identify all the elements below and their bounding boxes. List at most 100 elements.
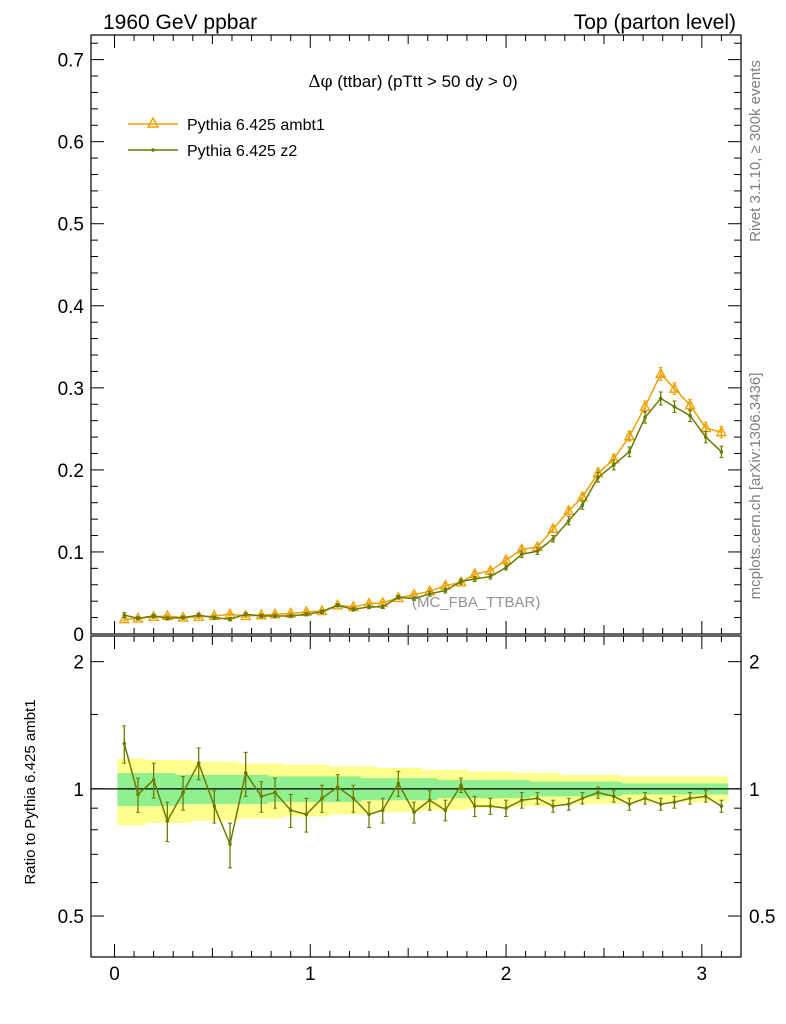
ratio-point bbox=[165, 819, 170, 823]
ratio-y-axis-label: Ratio to Pythia 6.425 ambt1 bbox=[22, 699, 39, 884]
ratio-point bbox=[472, 804, 477, 808]
legend-triangle-marker bbox=[146, 116, 160, 128]
ratio-point bbox=[380, 808, 385, 813]
data-point-triangle bbox=[623, 429, 636, 441]
legend-entry-ambt1: Pythia 6.425 ambt1 bbox=[128, 116, 325, 134]
data-point-dot bbox=[611, 463, 616, 467]
data-point-dot bbox=[351, 607, 356, 612]
ratio-point bbox=[504, 806, 508, 810]
y-tick-label: 0.7 bbox=[58, 51, 84, 72]
data-point-dot bbox=[136, 616, 140, 621]
mcplots-label: mcplots.cern.ch [arXiv:1306.3436] bbox=[747, 373, 764, 600]
legend-entry-z2: Pythia 6.425 z2 bbox=[128, 143, 297, 160]
ratio-point bbox=[196, 761, 201, 766]
ratio-point bbox=[122, 741, 127, 746]
ratio-point bbox=[459, 783, 463, 788]
ratio-point bbox=[427, 798, 432, 803]
ratio-point bbox=[396, 781, 401, 786]
ratio-point bbox=[288, 808, 293, 813]
data-point-dot bbox=[304, 612, 309, 617]
legend-dot-marker bbox=[151, 148, 155, 152]
data-point-dot bbox=[443, 588, 448, 593]
x-tick-label: 2 bbox=[501, 964, 512, 985]
header-right: Top (parton level) bbox=[574, 11, 736, 34]
data-point-dot bbox=[320, 610, 324, 614]
ratio-point bbox=[443, 808, 448, 813]
ratio-y-tick-label: 2 bbox=[73, 653, 84, 674]
data-point-dot bbox=[488, 574, 493, 579]
plot-title-symbol: Δφ bbox=[308, 72, 332, 92]
ratio-point bbox=[551, 804, 555, 808]
ratio-point bbox=[228, 842, 232, 846]
ratio-data bbox=[91, 725, 741, 869]
header-left: 1960 GeV ppbar bbox=[103, 11, 257, 34]
data-point-dot bbox=[535, 549, 540, 553]
ratio-y-tick-label: 0.5 bbox=[58, 907, 84, 928]
ratio-point bbox=[688, 796, 692, 801]
data-point-triangle bbox=[655, 367, 667, 379]
data-point-dot bbox=[228, 617, 232, 622]
series-z2 bbox=[122, 391, 724, 622]
data-point-triangle bbox=[576, 490, 589, 502]
data-point-dot bbox=[259, 614, 264, 618]
data-point-dot bbox=[719, 450, 724, 454]
ratio-point bbox=[703, 794, 708, 799]
watermark: (MC_FBA_TTBAR) bbox=[412, 594, 540, 611]
data-point-triangle bbox=[684, 398, 696, 410]
data-point-dot bbox=[335, 603, 340, 608]
data-point-dot bbox=[688, 413, 692, 418]
data-point-dot bbox=[165, 616, 170, 621]
series-line bbox=[124, 397, 722, 620]
data-point-dot bbox=[472, 577, 477, 581]
data-point-dot bbox=[658, 396, 663, 401]
ratio-point bbox=[367, 812, 371, 817]
ratio-series-z2 bbox=[122, 725, 724, 869]
main-plot-frame bbox=[90, 34, 742, 635]
ratio-point bbox=[672, 800, 677, 804]
ratio-y-tick-label: 1 bbox=[73, 780, 84, 801]
ratio-point bbox=[535, 796, 540, 801]
ratio-y-tick-label-right: 1 bbox=[749, 780, 760, 801]
y-tick-label: 0.5 bbox=[58, 215, 84, 236]
ratio-point bbox=[580, 796, 585, 801]
ratio-point bbox=[519, 798, 524, 803]
data-point-dot bbox=[643, 415, 647, 420]
data-point-dot bbox=[551, 537, 555, 541]
ratio-point bbox=[488, 804, 493, 808]
data-point-triangle bbox=[332, 598, 344, 610]
ratio-point bbox=[643, 796, 647, 801]
y-tick-label: 0.2 bbox=[58, 461, 84, 482]
data-point-dot bbox=[288, 614, 293, 618]
data-point-dot bbox=[181, 615, 185, 620]
data-point-dot bbox=[672, 404, 677, 409]
ratio-point bbox=[596, 790, 600, 795]
ratio-point bbox=[273, 790, 277, 795]
data-point-triangle bbox=[639, 400, 651, 411]
data-point-dot bbox=[504, 565, 508, 570]
ratio-point bbox=[611, 794, 616, 799]
data-point-triangle bbox=[668, 382, 681, 393]
data-point-dot bbox=[380, 605, 385, 609]
x-tick-label: 3 bbox=[697, 964, 708, 985]
data-point-dot bbox=[596, 475, 600, 480]
data-point-dot bbox=[519, 552, 524, 557]
ratio-point bbox=[136, 792, 140, 797]
ratio-point bbox=[151, 778, 156, 782]
data-point-dot bbox=[627, 450, 632, 454]
ratio-point bbox=[412, 810, 416, 815]
data-point-dot bbox=[212, 615, 217, 620]
data-point-dot bbox=[151, 614, 156, 618]
y-tick-label: 0.6 bbox=[58, 133, 84, 154]
data-point-dot bbox=[196, 613, 201, 617]
ratio-point bbox=[320, 796, 324, 801]
ratio-point bbox=[335, 785, 340, 789]
plot-title: Δφ (ttbar) (pTtt > 50 dy > 0) bbox=[308, 72, 517, 92]
series-ambt1 bbox=[118, 366, 728, 624]
ratio-point bbox=[259, 794, 264, 799]
ratio-y-tick-label-right: 0.5 bbox=[749, 907, 775, 928]
rivet-version-label: Rivet 3.1.10, ≥ 300k events bbox=[747, 60, 764, 242]
ratio-point bbox=[243, 771, 248, 775]
data-point-triangle bbox=[500, 553, 512, 565]
legend-label-ambt1: Pythia 6.425 ambt1 bbox=[187, 117, 325, 134]
